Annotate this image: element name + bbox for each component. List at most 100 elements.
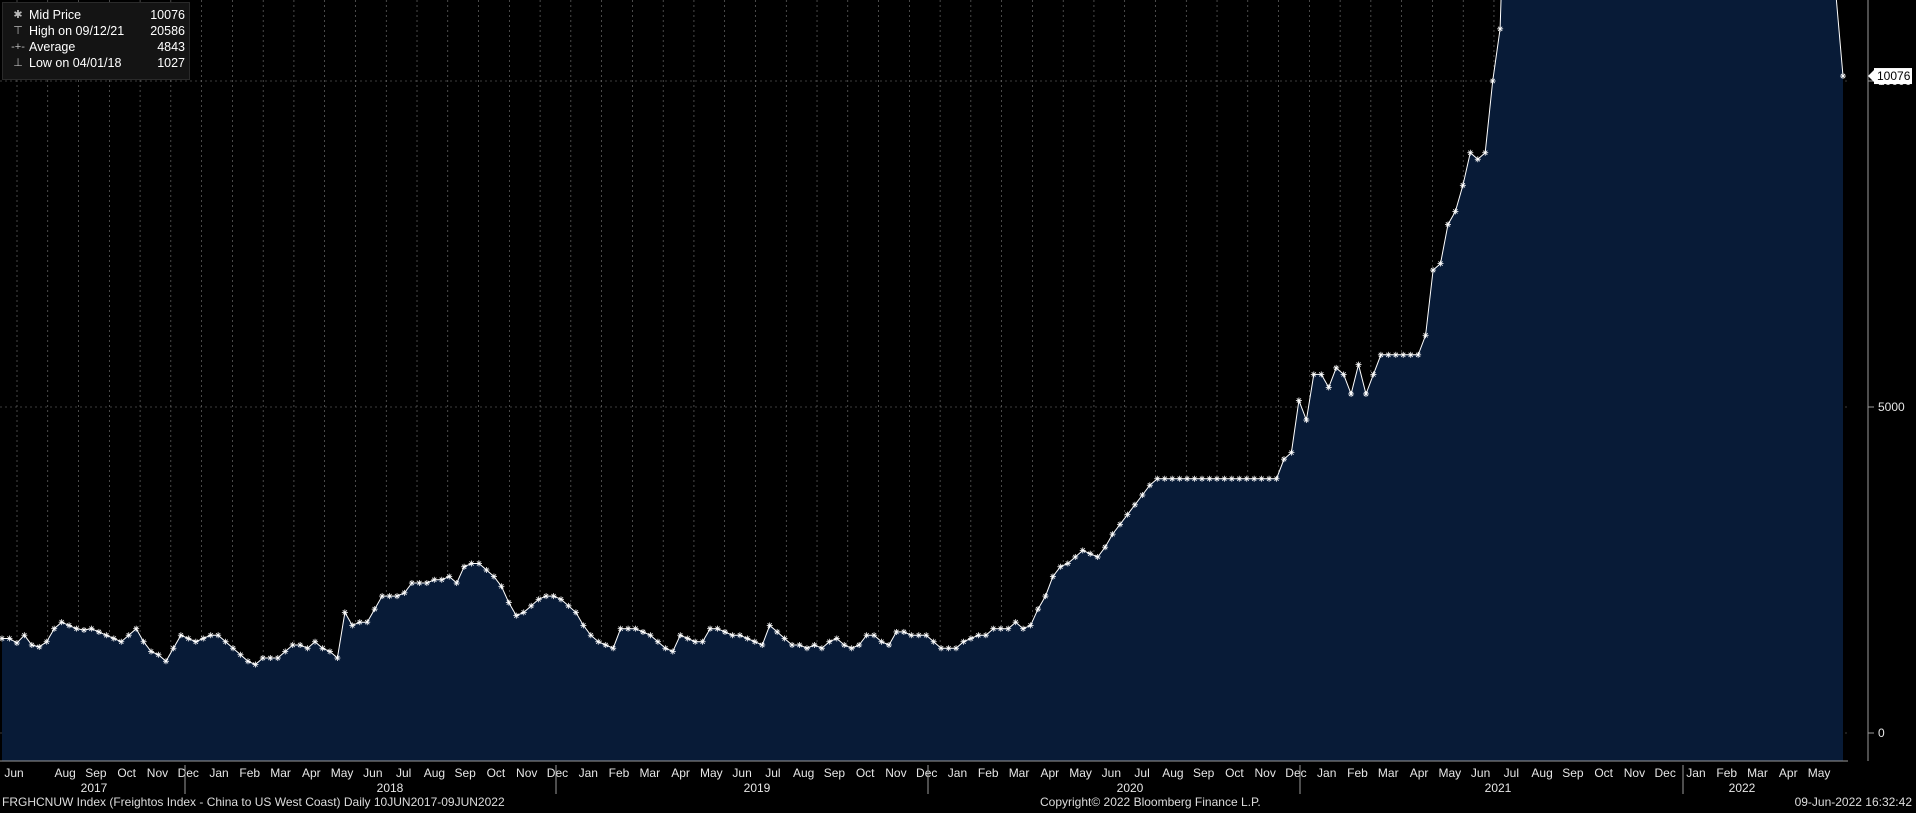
- x-tick-label: Oct: [117, 766, 136, 780]
- data-point: [297, 641, 304, 648]
- data-point: [1295, 397, 1302, 404]
- data-point: [1057, 563, 1064, 570]
- data-point: [155, 651, 162, 658]
- data-point: [1355, 361, 1362, 368]
- data-point: [1303, 417, 1310, 424]
- data-point: [1221, 475, 1228, 482]
- data-point: [774, 628, 781, 635]
- data-point: [1840, 73, 1846, 80]
- data-point: [244, 658, 251, 665]
- x-tick-label: Dec: [547, 766, 568, 780]
- data-point: [140, 638, 147, 645]
- data-point: [1079, 547, 1086, 554]
- data-point: [833, 635, 840, 642]
- data-point: [558, 596, 565, 603]
- data-point: [162, 658, 169, 665]
- data-point: [908, 632, 915, 639]
- x-tick-label: Jun: [1102, 766, 1121, 780]
- x-tick-label: Feb: [978, 766, 999, 780]
- data-point: [215, 632, 222, 639]
- data-point: [1176, 475, 1183, 482]
- legend-item-low: ⊥ Low on 04/01/18 1027: [3, 55, 189, 71]
- data-point: [461, 563, 468, 570]
- data-point: [1236, 475, 1243, 482]
- x-tick-label: Jul: [1134, 766, 1149, 780]
- data-point: [326, 648, 333, 655]
- x-tick-label: Nov: [147, 766, 168, 780]
- data-point: [863, 632, 870, 639]
- data-point: [900, 628, 907, 635]
- x-tick-label: Mar: [639, 766, 660, 780]
- data-point: [1049, 573, 1056, 580]
- data-point: [1497, 25, 1504, 32]
- data-point: [431, 576, 438, 583]
- data-point: [1020, 625, 1027, 632]
- data-point: [1407, 351, 1414, 358]
- data-point: [6, 635, 13, 642]
- data-point: [118, 638, 125, 645]
- x-tick-label: Sep: [1562, 766, 1584, 780]
- data-point: [982, 632, 989, 639]
- x-tick-label: Sep: [1193, 766, 1215, 780]
- data-point: [1109, 531, 1116, 538]
- data-point: [1027, 622, 1034, 629]
- data-point: [1199, 475, 1206, 482]
- data-point: [1154, 475, 1161, 482]
- data-point: [1102, 544, 1109, 551]
- data-point: [103, 632, 110, 639]
- data-point: [856, 641, 863, 648]
- data-point: [1422, 332, 1429, 339]
- data-point: [729, 632, 736, 639]
- data-point: [1489, 78, 1496, 84]
- data-point: [1415, 351, 1422, 358]
- data-point: [997, 625, 1004, 632]
- data-point: [1251, 475, 1258, 482]
- data-point: [587, 632, 594, 639]
- data-point: [125, 632, 132, 639]
- x-tick-label: Nov: [516, 766, 537, 780]
- data-point: [319, 645, 326, 652]
- data-point: [88, 625, 95, 632]
- data-point: [1444, 221, 1451, 228]
- data-point: [789, 641, 796, 648]
- x-tick-label: Dec: [1655, 766, 1676, 780]
- data-point: [185, 635, 192, 642]
- x-tick-label: Feb: [1347, 766, 1368, 780]
- data-point: [625, 625, 632, 632]
- data-point: [543, 593, 550, 600]
- data-point: [1094, 553, 1101, 560]
- data-point: [498, 583, 505, 590]
- x-tick-label: Dec: [916, 766, 937, 780]
- data-point: [1117, 521, 1124, 528]
- data-point: [1161, 475, 1168, 482]
- data-point: [751, 638, 758, 645]
- x-year-label: 2022: [1729, 781, 1756, 795]
- data-point: [766, 622, 773, 629]
- data-point: [692, 638, 699, 645]
- legend-label: Mid Price: [29, 8, 82, 22]
- data-point: [28, 641, 35, 648]
- last-value-label: 10076: [1868, 68, 1912, 85]
- data-point: [192, 638, 199, 645]
- data-point: [1325, 384, 1332, 391]
- data-point: [639, 628, 646, 635]
- data-point: [632, 625, 639, 632]
- data-point: [721, 628, 728, 635]
- x-tick-label: Mar: [1009, 766, 1030, 780]
- data-point: [356, 619, 363, 626]
- data-point: [811, 641, 818, 648]
- data-point: [1131, 501, 1138, 508]
- data-point: [408, 580, 415, 587]
- data-point: [1392, 351, 1399, 358]
- x-tick-label: Feb: [239, 766, 260, 780]
- footer-ticker-description: FRGHCNUW Index (Freightos Index - China …: [2, 795, 505, 809]
- data-point: [207, 632, 214, 639]
- data-point: [304, 645, 311, 652]
- data-point: [237, 651, 244, 658]
- last-value-pointer: [1868, 70, 1874, 83]
- x-tick-label: Jan: [1317, 766, 1336, 780]
- x-tick-label: Dec: [1285, 766, 1306, 780]
- x-tick-label: Jun: [363, 766, 382, 780]
- data-point: [1035, 606, 1042, 613]
